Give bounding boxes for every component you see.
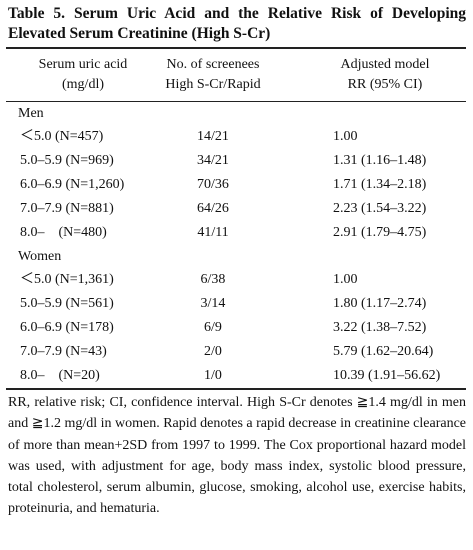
top-rule: [6, 47, 466, 49]
cell: 1/0: [204, 368, 222, 383]
header-cell: RR (95% CI): [347, 77, 423, 92]
cell: 1.00: [333, 129, 358, 144]
cell: 5.0–5.9 (N=561): [20, 296, 114, 311]
cell: 6.0–6.9 (N=178): [20, 320, 114, 335]
bottom-rule: [6, 388, 466, 390]
cell: 6.0–6.9 (N=1,260): [20, 177, 125, 192]
cell: 2/0: [204, 344, 222, 359]
cell: 6/9: [204, 320, 222, 335]
cell: ＜5.0 (N=457): [20, 129, 104, 144]
cell: 1.71 (1.34–2.18): [333, 177, 427, 192]
header-cell: Adjusted model: [340, 57, 430, 72]
footnote: RR, relative risk; CI, confidence interv…: [8, 395, 466, 517]
cell: 1.31 (1.16–1.48): [333, 153, 427, 168]
cell: 2.23 (1.54–3.22): [333, 201, 427, 216]
cell: 34/21: [197, 153, 229, 168]
header-cell: High S-Cr/Rapid: [165, 77, 261, 92]
cell: 6/38: [200, 272, 226, 287]
cell: 8.0– (N=20): [20, 368, 100, 383]
cell: 70/36: [197, 177, 229, 192]
cell: 1.00: [333, 272, 358, 287]
cell: 1.80 (1.17–2.74): [333, 296, 427, 311]
cell: 5.79 (1.62–20.64): [333, 344, 434, 359]
cell: 8.0– (N=480): [20, 225, 107, 240]
group-label: Women: [18, 249, 62, 264]
cell: 3/14: [200, 296, 226, 311]
table-title: Table 5. Serum Uric Acid and the Relativ…: [8, 5, 466, 42]
cell: 41/11: [197, 225, 229, 240]
cell: 7.0–7.9 (N=43): [20, 344, 107, 359]
cell: 5.0–5.9 (N=969): [20, 153, 114, 168]
cell: 2.91 (1.79–4.75): [333, 225, 427, 240]
cell: 64/26: [197, 201, 229, 216]
header-cell: Serum uric acid: [38, 57, 128, 72]
cell: 14/21: [197, 129, 229, 144]
header-rule: [6, 101, 466, 102]
group-label: Men: [18, 106, 44, 121]
cell: 7.0–7.9 (N=881): [20, 201, 114, 216]
header-cell: (mg/dl): [62, 77, 104, 92]
cell: ＜5.0 (N=1,361): [20, 272, 114, 287]
cell: 10.39 (1.91–56.62): [333, 368, 441, 383]
header-cell: No. of screenees: [166, 57, 260, 72]
cell: 3.22 (1.38–7.52): [333, 320, 427, 335]
